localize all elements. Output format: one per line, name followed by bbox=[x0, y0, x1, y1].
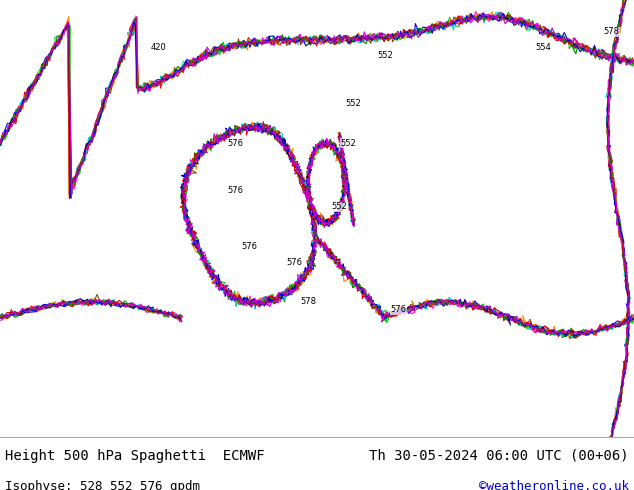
Text: Th 30-05-2024 06:00 UTC (00+06): Th 30-05-2024 06:00 UTC (00+06) bbox=[369, 449, 629, 463]
Text: ©weatheronline.co.uk: ©weatheronline.co.uk bbox=[479, 481, 629, 490]
Text: 552: 552 bbox=[332, 202, 347, 211]
Text: 576: 576 bbox=[228, 139, 243, 147]
Text: 554: 554 bbox=[536, 43, 552, 52]
Text: 578: 578 bbox=[300, 297, 316, 306]
Text: 552: 552 bbox=[346, 99, 361, 108]
Text: Height 500 hPa Spaghetti  ECMWF: Height 500 hPa Spaghetti ECMWF bbox=[5, 449, 265, 463]
Text: 576: 576 bbox=[228, 186, 243, 195]
Text: 578: 578 bbox=[604, 27, 619, 36]
Text: 552: 552 bbox=[341, 139, 356, 147]
Text: 552: 552 bbox=[377, 51, 393, 60]
Text: 576: 576 bbox=[287, 258, 302, 267]
Text: 576: 576 bbox=[391, 305, 406, 315]
Text: 420: 420 bbox=[151, 43, 166, 52]
Text: 576: 576 bbox=[241, 242, 257, 251]
Text: Isophyse: 528 552 576 gpdm: Isophyse: 528 552 576 gpdm bbox=[5, 481, 200, 490]
